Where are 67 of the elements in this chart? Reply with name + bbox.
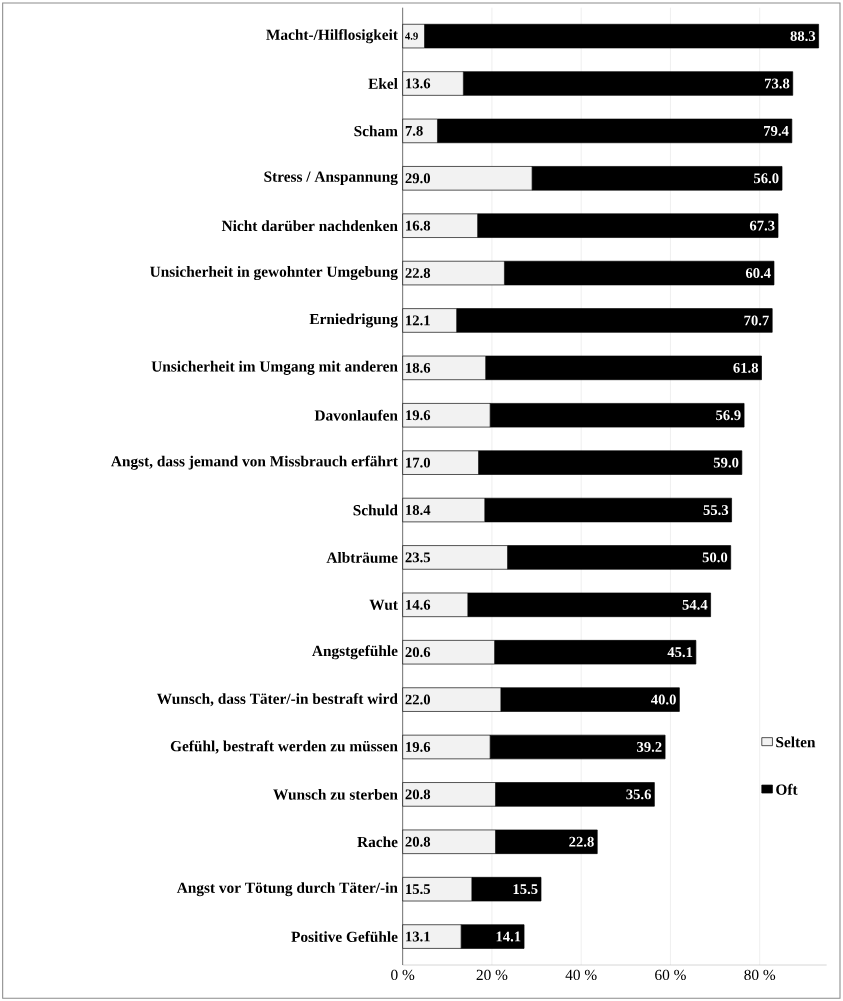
- data-label: 12.1: [406, 315, 430, 326]
- data-label: 19.6: [406, 742, 431, 752]
- data-label: 4.9: [405, 32, 418, 40]
- data-label: 18.6: [406, 362, 431, 373]
- data-label: 56.9: [716, 410, 741, 421]
- y-tick-label: Gefühl, bestraft werden zu müssen: [170, 740, 398, 754]
- data-label: 70.7: [744, 315, 769, 326]
- data-label: 14.1: [496, 931, 521, 942]
- data-label: 50.0: [702, 552, 728, 563]
- data-label: 55.3: [703, 505, 729, 515]
- data-label: 40.0: [650, 694, 676, 705]
- data-label: 67.3: [749, 220, 775, 231]
- data-label: 20.8: [405, 836, 431, 847]
- data-label: 13.1: [406, 931, 430, 942]
- data-label: 20.6: [405, 647, 431, 658]
- data-label: 22.0: [405, 694, 431, 705]
- data-label: 7.8: [405, 125, 423, 136]
- data-label: 20.8: [405, 789, 431, 800]
- y-tick-label: Positive Gefühle: [291, 931, 398, 943]
- y-tick-label: Unsicherheit im Umgang mit anderen: [151, 360, 398, 375]
- data-label: 23.5: [405, 552, 431, 563]
- x-tick-label: 80 %: [744, 969, 776, 981]
- data-label: 22.8: [405, 268, 431, 279]
- y-tick-label: Ekel: [368, 78, 398, 89]
- x-tick-label: 20 %: [476, 969, 508, 981]
- y-tick-label: Rache: [357, 836, 398, 848]
- y-tick-label: Nicht darüber nachdenken: [221, 220, 398, 232]
- y-tick-label: Macht-/Hilflosigkeit: [266, 29, 398, 44]
- y-tick-label: Wunsch, dass Täter/-in bestraft wird: [156, 693, 398, 707]
- y-tick-label: Wunsch zu sterben: [273, 788, 398, 800]
- data-label: 39.2: [637, 742, 662, 752]
- data-label: 45.1: [667, 647, 693, 658]
- data-label: 16.8: [406, 220, 431, 231]
- y-tick-label: Unsicherheit in gewohnter Umgebung: [150, 266, 398, 281]
- data-label: 13.6: [406, 78, 431, 89]
- legend-label: Selten: [776, 736, 816, 748]
- data-label: 19.6: [406, 410, 431, 421]
- y-tick-label: Angst, dass jemand von Missbrauch erfährt: [111, 455, 398, 470]
- data-label: 22.8: [569, 836, 594, 847]
- data-label: 14.6: [406, 599, 431, 610]
- y-tick-label: Angstgefühle: [312, 645, 398, 660]
- data-label: 73.8: [764, 78, 790, 89]
- y-tick-label: Schuld: [353, 504, 398, 516]
- data-label: 60.4: [745, 268, 771, 279]
- data-label: 15.5: [406, 884, 431, 895]
- y-tick-label: Scham: [354, 125, 398, 137]
- x-tick-label: 40 %: [565, 969, 597, 981]
- x-tick-label: 0 %: [391, 969, 415, 981]
- data-label: 79.4: [764, 125, 789, 136]
- data-label: 35.6: [626, 789, 652, 800]
- y-tick-label: Erniedrigung: [309, 313, 398, 328]
- y-tick-label: Davonlaufen: [314, 409, 398, 421]
- data-label: 17.0: [406, 457, 431, 468]
- data-label: 88.3: [790, 31, 816, 42]
- y-tick-label: Angst vor Tötung durch Täter/-in: [176, 882, 398, 897]
- data-label: 59.0: [713, 457, 739, 468]
- y-tick-label: Albträume: [326, 552, 398, 563]
- data-label: 18.4: [406, 505, 431, 516]
- data-label: 15.5: [513, 884, 538, 895]
- legend-label: Oft: [776, 783, 798, 795]
- x-tick-label: 60 %: [655, 969, 686, 981]
- data-label: 61.8: [733, 362, 759, 373]
- data-label: 54.4: [682, 599, 708, 610]
- data-label: 29.0: [405, 173, 431, 184]
- y-tick-label: Wut: [369, 599, 398, 610]
- y-tick-label: Stress / Anspannung: [264, 171, 398, 186]
- data-label: 56.0: [754, 173, 779, 184]
